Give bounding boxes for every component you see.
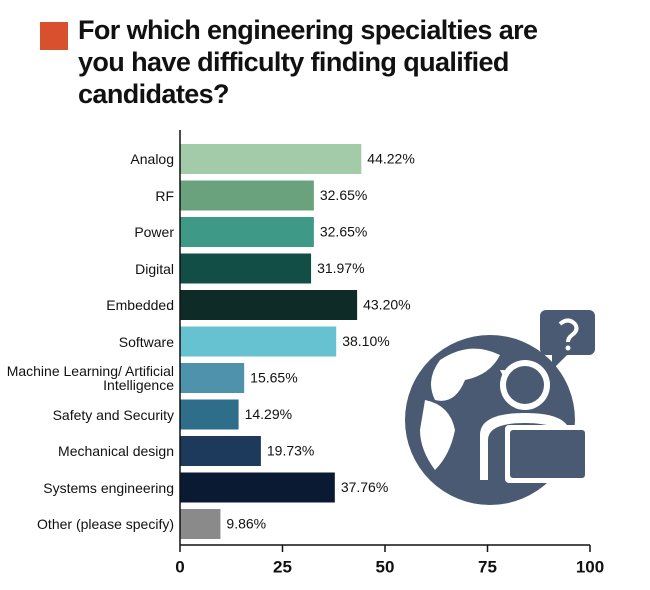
category-label: Machine Learning/ Artificial Intelligenc… <box>6 363 174 393</box>
category-label: Other (please specify) <box>37 516 174 532</box>
bar <box>180 472 335 503</box>
category-label: Safety and Security <box>52 406 174 423</box>
value-label: 43.20% <box>363 297 410 313</box>
value-label: 9.86% <box>226 516 266 532</box>
value-label: 32.65% <box>320 187 367 203</box>
title-marker <box>40 22 68 50</box>
value-label: 38.10% <box>342 333 389 349</box>
category-label: Digital <box>135 260 174 277</box>
x-tick-label: 25 <box>273 557 292 576</box>
bar <box>180 180 314 211</box>
bar <box>180 509 221 539</box>
bar <box>180 290 358 320</box>
x-tick-label: 100 <box>576 557 604 576</box>
category-label: Analog <box>130 151 174 167</box>
value-label: 19.73% <box>267 443 314 459</box>
icon <box>405 310 595 505</box>
x-tick-label: 0 <box>175 557 184 576</box>
category-label: Systems engineering <box>43 479 174 496</box>
value-label: 15.65% <box>250 370 297 386</box>
value-label: 37.76% <box>341 479 388 495</box>
bar <box>180 436 261 466</box>
chart-title: For which engineering specialties are yo… <box>78 15 538 109</box>
value-label: 32.65% <box>320 224 367 240</box>
bar <box>180 253 312 284</box>
x-tick-label: 75 <box>478 557 497 576</box>
category-label: Software <box>118 333 174 350</box>
bar <box>180 363 245 393</box>
value-label: 31.97% <box>317 260 364 276</box>
bar <box>180 217 314 247</box>
category-label: RF <box>155 187 174 204</box>
bar <box>180 144 362 174</box>
value-label: 44.22% <box>367 151 414 167</box>
bar <box>180 399 239 430</box>
value-label: 14.29% <box>245 406 292 422</box>
x-tick-label: 50 <box>376 557 395 576</box>
bar <box>180 326 337 357</box>
category-label: Mechanical design <box>58 443 174 459</box>
category-label: Power <box>134 224 174 240</box>
category-label: Embedded <box>106 297 174 313</box>
